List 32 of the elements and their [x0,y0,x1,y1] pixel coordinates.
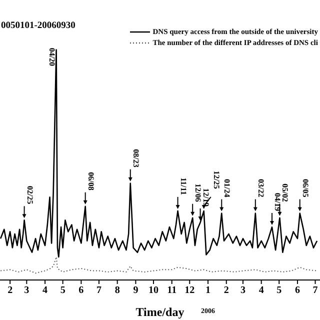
annotation: 06/08 [86,172,96,190]
x-tick-label: 3 [240,285,246,296]
x-tick-label: 2 [224,285,229,296]
annotation: 12/25 [212,170,221,189]
x-axis-title: Time/day [136,305,184,319]
x-tick-label: 9 [133,285,138,296]
x-tick-label: 7 [96,285,102,296]
x-tick-label: 3 [24,285,30,296]
annotation: 02/25 [25,186,34,204]
x-tick-label: 11 [167,285,177,296]
x-tick-label: 2 [8,285,13,296]
x-tick-label: 7 [312,285,318,296]
chart-title: 0050101-20060930 [1,21,76,31]
x-tick-label: 8 [114,285,120,296]
x-tick-label: 5 [276,285,282,296]
annotation: 06/05 [300,179,310,198]
x-tick-label: 4 [258,285,264,296]
annotation: 05/02 [280,184,290,202]
x-tick-label: 5 [60,285,66,296]
annotation: 03/22 [256,179,266,198]
annotation: 12/06 [194,184,203,202]
x-tick-label: 10 [148,285,158,296]
annotation: 11/11 [178,178,188,195]
x-tick-label: 4 [42,285,48,296]
annotation: 04/19 [273,192,282,212]
annotation: 04/20 [47,48,56,66]
x-tick-label: 6 [294,285,300,296]
x-tick-label: 1 [206,285,210,296]
annotation: 01/24 [222,179,232,198]
x-tick-label: 12 [184,285,195,296]
x-tick-label: 6 [78,285,84,296]
annotation: 08/23 [131,149,140,168]
